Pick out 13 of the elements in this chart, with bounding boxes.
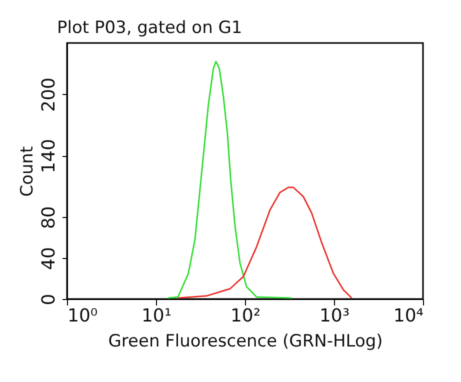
x-tick-label: 10⁴ [393, 306, 424, 326]
y-tick-label: 80 [38, 206, 60, 230]
chart-title: Plot P03, gated on G1 [57, 18, 242, 38]
x-axis-title: Green Fluorescence (GRN-HLog) [108, 332, 383, 352]
x-tick-label: 10¹ [141, 306, 172, 326]
x-tick-label: 10⁰ [68, 306, 98, 326]
y-tick-label: 0 [38, 294, 60, 306]
y-tick-label: 200 [38, 78, 60, 112]
y-tick-label: 40 [38, 247, 60, 270]
x-tick-label: 10² [230, 306, 261, 326]
y-axis-title: Count [18, 146, 38, 197]
y-tick-label: 140 [38, 138, 60, 174]
x-tick-label: 10³ [319, 306, 350, 326]
